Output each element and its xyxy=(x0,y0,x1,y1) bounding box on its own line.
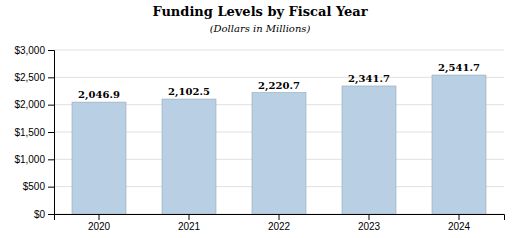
y-tick-mark xyxy=(48,105,54,106)
data-labels: 2,046.9 2,102.5 2,220.7 2,341.7 2,541.7 xyxy=(78,62,480,101)
x-tick-mark xyxy=(99,214,100,220)
y-axis-line xyxy=(48,51,55,215)
y-tick-mark xyxy=(48,214,54,215)
subtitle: (Dollars in Millions) xyxy=(210,23,311,34)
x-tick-mark xyxy=(279,214,280,220)
x-tick-label: 2021 xyxy=(178,221,201,232)
x-tick-label: 2023 xyxy=(358,221,381,232)
y-tick-label: $1,000 xyxy=(14,154,45,165)
x-axis: 2020 2021 2022 2023 2024 xyxy=(55,214,505,232)
title: Funding Levels by Fiscal Year xyxy=(152,4,367,19)
bars xyxy=(72,75,486,214)
bar xyxy=(162,99,216,214)
y-tick-mark xyxy=(48,50,54,51)
y-tick-label: $2,000 xyxy=(14,99,45,110)
x-tick-mark xyxy=(189,214,190,220)
bar xyxy=(252,93,306,214)
bar xyxy=(72,102,126,214)
x-tick-label: 2024 xyxy=(448,221,471,232)
y-tick: $3,000 xyxy=(14,45,54,56)
y-tick-mark xyxy=(48,159,54,160)
data-label: 2,220.7 xyxy=(258,80,300,92)
x-tick: 2023 xyxy=(358,214,381,232)
y-tick: $2,500 xyxy=(14,72,54,83)
x-tick: 2021 xyxy=(178,214,201,232)
plot: $0 $500 $1,000 $1,500 $2,000 $2,500 $3,000 2020… xyxy=(14,45,504,232)
y-tick-mark xyxy=(48,132,54,133)
y-axis: $0 $500 $1,000 $1,500 $2,000 $2,500 $3,000 xyxy=(14,45,54,220)
y-tick-label: $500 xyxy=(23,181,46,192)
bar xyxy=(432,75,486,214)
y-tick: $1,500 xyxy=(14,127,54,138)
y-tick-label: $1,500 xyxy=(14,127,45,138)
grid-line xyxy=(54,50,504,51)
y-tick-label: $2,500 xyxy=(14,72,45,83)
x-tick-mark xyxy=(459,214,460,220)
y-tick: $2,000 xyxy=(14,99,54,110)
x-tick-mark xyxy=(369,214,370,220)
y-tick: $500 xyxy=(23,181,54,192)
grid xyxy=(54,50,504,214)
data-label: 2,046.9 xyxy=(78,89,120,101)
y-tick-label: $3,000 xyxy=(14,45,45,56)
x-tick-label: 2022 xyxy=(268,221,291,232)
y-tick: $0 xyxy=(34,209,54,220)
data-label: 2,102.5 xyxy=(168,86,210,98)
x-tick: 2022 xyxy=(268,214,291,232)
x-tick: 2020 xyxy=(88,214,111,232)
data-label: 2,541.7 xyxy=(438,62,480,74)
x-tick: 2024 xyxy=(448,214,471,232)
bar xyxy=(342,86,396,214)
data-label: 2,341.7 xyxy=(348,73,390,85)
x-tick-label: 2020 xyxy=(88,221,111,232)
x-axis-line xyxy=(55,215,505,221)
y-tick-mark xyxy=(48,187,54,188)
y-tick: $1,000 xyxy=(14,154,54,165)
y-tick-mark xyxy=(48,77,54,78)
chart: Funding Levels by Fiscal Year (Dollars in… xyxy=(0,0,520,238)
y-tick-label: $0 xyxy=(34,209,46,220)
